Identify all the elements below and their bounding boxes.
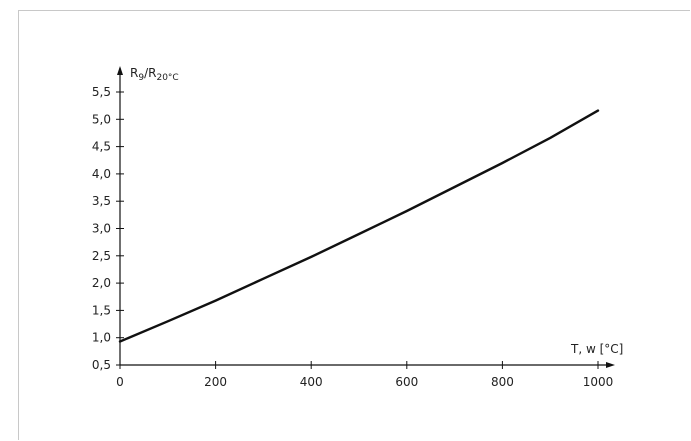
y-tick-label: 3,0 — [92, 222, 111, 236]
y-axis-label-sub1: 9 — [138, 73, 144, 83]
x-tick-label: 400 — [300, 375, 323, 389]
y-tick-label: 2,5 — [92, 249, 111, 263]
x-tick-label: 0 — [116, 375, 124, 389]
x-tick-label: 1000 — [583, 375, 614, 389]
y-tick-label: 2,0 — [92, 276, 111, 290]
y-tick-label: 4,5 — [92, 140, 111, 154]
chart-frame — [18, 10, 690, 440]
x-axis-arrow-icon — [606, 362, 615, 368]
y-axis-arrow-icon — [117, 66, 123, 75]
y-tick-label: 0,5 — [92, 358, 111, 372]
series-line — [118, 109, 600, 343]
x-tick-label: 600 — [395, 375, 418, 389]
y-axis-label-base: R — [130, 66, 138, 80]
x-tick-label: 800 — [491, 375, 514, 389]
y-tick-label: 3,5 — [92, 194, 111, 208]
y-tick-label: 5,0 — [92, 112, 111, 126]
y-tick-label: 4,0 — [92, 167, 111, 181]
x-axis-label: T, w [°C] — [570, 342, 623, 356]
y-tick-label: 5,5 — [92, 85, 111, 99]
x-tick-label: 200 — [204, 375, 227, 389]
y-axis-label: R9/R20°C — [130, 66, 179, 83]
y-tick-label: 1,0 — [92, 331, 111, 345]
y-axis-label-sep: /R — [144, 66, 156, 80]
y-tick-label: 1,5 — [92, 303, 111, 317]
y-axis-label-sub2: 20°C — [156, 73, 178, 83]
